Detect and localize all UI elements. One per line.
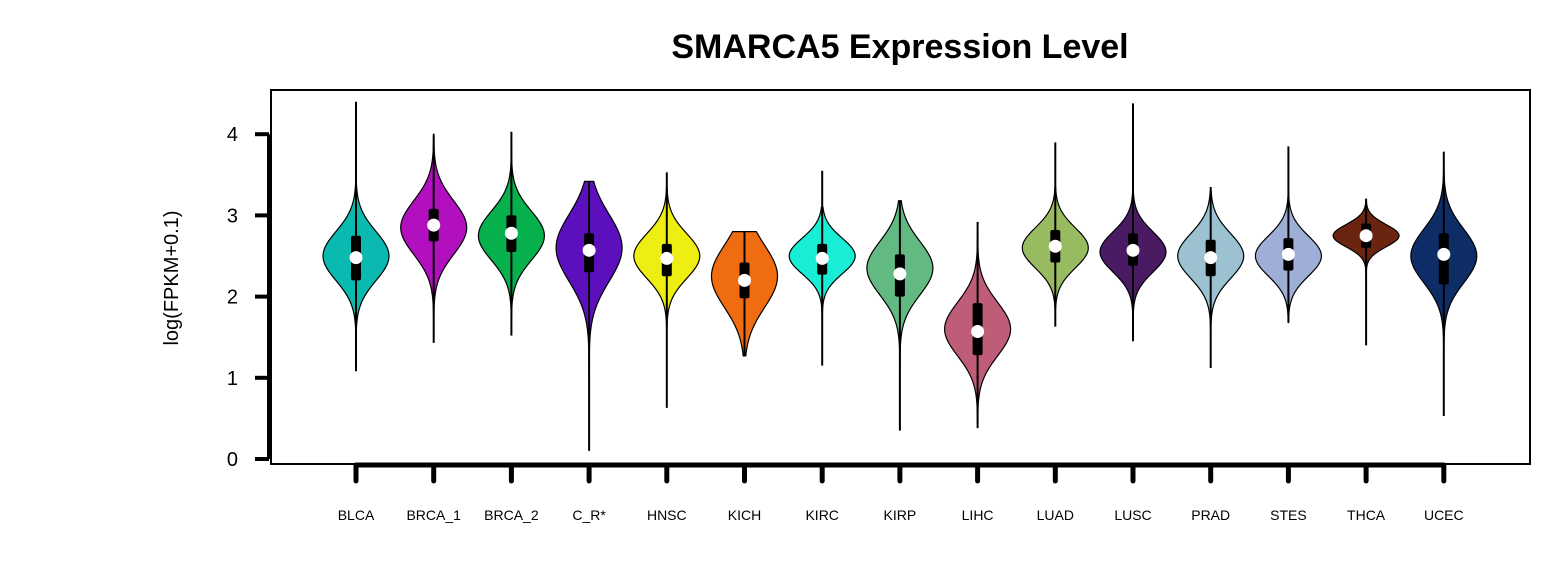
chart-title: SMARCA5 Expression Level <box>671 28 1128 66</box>
median-point <box>504 226 518 240</box>
y-tick-label: 1 <box>227 368 238 390</box>
median-point <box>1204 251 1218 265</box>
x-tick-label: HNSC <box>647 507 687 523</box>
y-axis-label: log(FPKM+0.1) <box>161 210 183 345</box>
x-tick-label: BLCA <box>338 507 375 523</box>
violin-blca <box>322 101 390 372</box>
x-tick-label: KIRC <box>805 507 838 523</box>
violin-lihc <box>944 221 1012 429</box>
violin-luad <box>1021 142 1089 327</box>
median-point <box>1359 229 1373 243</box>
x-axis: BLCA BRCA_1 BRCA_2 C_R* HNSC KICH KIRC KIRP LIHC… <box>338 462 1464 523</box>
x-tick-label: STES <box>1270 507 1307 523</box>
violin-thca <box>1332 198 1400 346</box>
x-tick-label: C_R* <box>572 507 606 523</box>
y-tick-label: 4 <box>227 124 238 146</box>
median-point <box>1281 247 1295 261</box>
median-point <box>660 251 674 265</box>
median-point <box>971 325 985 339</box>
violin-brca-2 <box>477 131 545 336</box>
violin-stes <box>1254 146 1322 324</box>
y-tick-label: 2 <box>227 287 238 309</box>
y-tick-label: 0 <box>227 449 238 471</box>
x-tick-label: BRCA_2 <box>484 507 539 523</box>
violin-kirc <box>788 170 856 366</box>
median-point <box>893 267 907 281</box>
median-point <box>349 251 363 265</box>
y-tick-label: 3 <box>227 205 238 227</box>
x-tick-label: LIHC <box>962 507 994 523</box>
median-point <box>1437 247 1451 261</box>
median-point <box>738 273 751 287</box>
x-tick-label: KIRP <box>884 507 917 523</box>
violin-lusc <box>1099 103 1167 342</box>
x-tick-label: THCA <box>1347 507 1386 523</box>
median-point <box>815 251 829 265</box>
x-tick-label: PRAD <box>1191 507 1230 523</box>
violin-prad <box>1177 186 1245 369</box>
violin-kirp <box>866 200 934 431</box>
x-tick-label: LUSC <box>1114 507 1151 523</box>
violin-hnsc <box>633 172 701 408</box>
median-point <box>1048 239 1062 253</box>
violin-ucec <box>1410 151 1478 416</box>
y-axis: 0 1 2 3 4 <box>227 124 271 471</box>
violin-c-r- <box>555 180 623 451</box>
x-tick-label: UCEC <box>1424 507 1464 523</box>
violin-kich <box>710 231 779 357</box>
violin-brca-1 <box>400 133 468 343</box>
median-point <box>427 218 441 232</box>
median-point <box>582 243 596 257</box>
x-tick-label: BRCA_1 <box>406 507 461 523</box>
violins <box>322 101 1478 451</box>
x-tick-label: KICH <box>728 507 761 523</box>
median-point <box>1126 243 1140 257</box>
x-tick-label: LUAD <box>1037 507 1074 523</box>
